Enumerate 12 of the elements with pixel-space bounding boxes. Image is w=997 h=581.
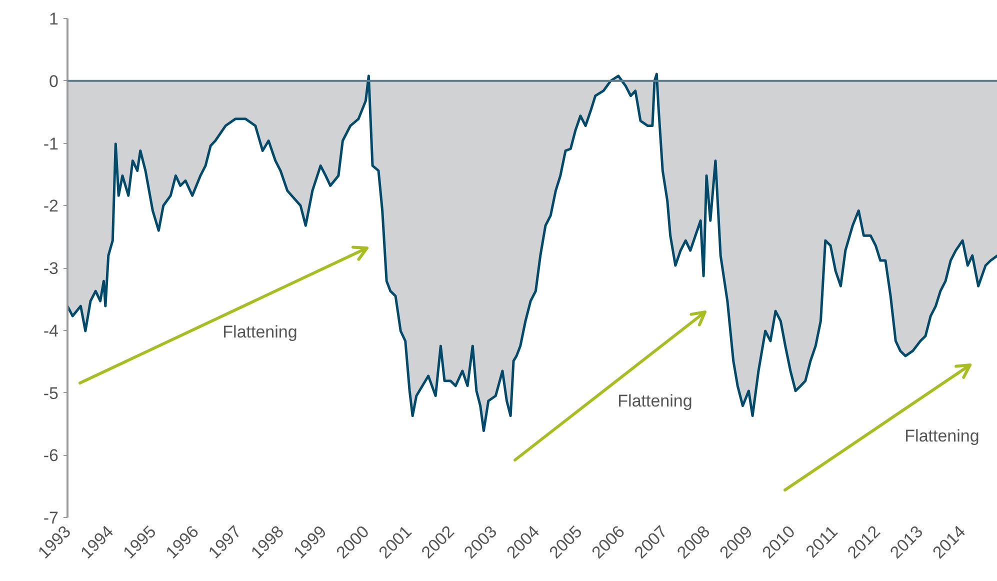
- y-tick-label: -3: [43, 259, 59, 278]
- y-tick-label: -5: [43, 384, 59, 403]
- y-tick-label: -2: [43, 196, 59, 216]
- annotation: Flattening: [618, 391, 692, 410]
- annotation: Flattening: [904, 426, 980, 446]
- y-tick-label: -6: [43, 446, 59, 466]
- y-tick-label: 0: [49, 72, 59, 91]
- annotation: Flattening: [222, 322, 298, 342]
- y-tick-label: -7: [43, 508, 59, 528]
- y-tick-label: -4: [43, 321, 59, 340]
- y-tick-label: -1: [43, 134, 59, 154]
- y-tick-label: 1: [49, 10, 59, 28]
